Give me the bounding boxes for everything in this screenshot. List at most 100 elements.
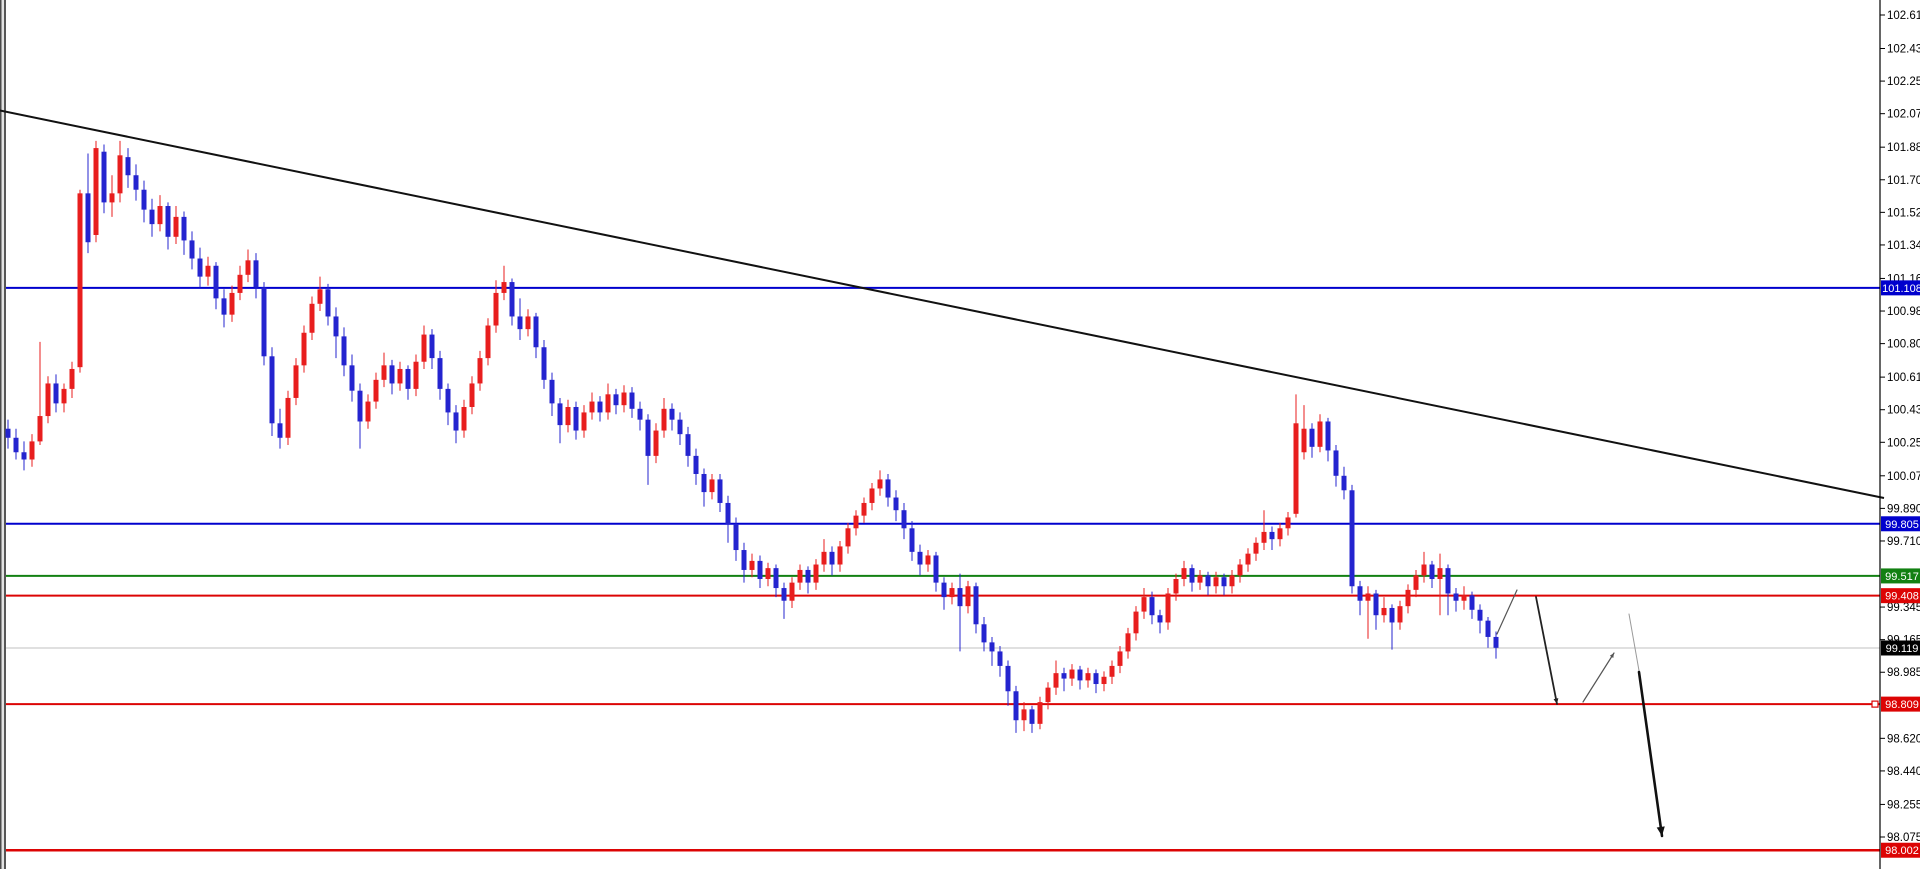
- candle: [1117, 645, 1123, 674]
- candle-body: [1269, 531, 1275, 540]
- candle: [925, 550, 931, 572]
- price-badge: [1881, 280, 1920, 296]
- candle-body: [741, 550, 747, 570]
- candle: [325, 283, 331, 326]
- axis-tick-label: 102.615: [1887, 10, 1920, 22]
- candle: [389, 359, 395, 395]
- price-badge-label: 99.119: [1886, 643, 1919, 655]
- candle: [1421, 551, 1427, 583]
- candle: [1293, 394, 1299, 518]
- candle-body: [221, 298, 227, 315]
- candle-body: [413, 361, 419, 389]
- candle: [869, 483, 875, 511]
- candle-body: [885, 479, 891, 498]
- drawn-arrow-line[interactable]: [1582, 652, 1615, 703]
- candle-body: [301, 332, 307, 366]
- candle-body: [1341, 475, 1347, 491]
- candle: [541, 340, 547, 389]
- candle-body: [877, 479, 883, 489]
- drawn-arrow-line[interactable]: [1628, 613, 1642, 683]
- candle: [253, 253, 259, 299]
- candle: [1165, 588, 1171, 630]
- candle: [1429, 560, 1435, 589]
- candle: [1069, 664, 1075, 686]
- candle: [1493, 631, 1499, 659]
- candle-body: [1093, 673, 1099, 685]
- candle: [853, 510, 859, 536]
- candle: [237, 265, 243, 301]
- candle: [37, 341, 43, 446]
- drawn-arrow-line[interactable]: [1637, 670, 1664, 838]
- candle: [125, 148, 131, 188]
- candle: [933, 551, 939, 592]
- drawn-arrow-line[interactable]: [1535, 596, 1558, 705]
- candle-body: [341, 336, 347, 366]
- candle-body: [285, 397, 291, 438]
- price-badge-label: 99.805: [1885, 519, 1919, 531]
- candle-body: [685, 434, 691, 456]
- candle: [765, 562, 771, 587]
- candle: [341, 327, 347, 377]
- candle-body: [917, 551, 923, 565]
- candle: [1197, 569, 1203, 590]
- candle-body: [781, 588, 787, 601]
- candle: [221, 289, 227, 328]
- candle-body: [1221, 577, 1227, 587]
- price-badge: [1881, 516, 1920, 532]
- candle-body: [181, 216, 187, 241]
- candle-body: [813, 564, 819, 583]
- candle: [69, 361, 75, 398]
- hline-selection-handle[interactable]: [1871, 700, 1879, 708]
- candle-body: [1197, 575, 1203, 583]
- candle-body: [1037, 702, 1043, 724]
- horizontal-price-lines[interactable]: [6, 286, 1880, 852]
- candle: [349, 354, 355, 402]
- candle-body: [397, 368, 403, 384]
- arrowhead-icon: [1656, 826, 1665, 836]
- candle-body: [1213, 577, 1219, 587]
- candle-body: [1077, 669, 1083, 681]
- candle: [1365, 586, 1371, 639]
- candle: [1045, 682, 1051, 710]
- candle-body: [1373, 593, 1379, 616]
- candle: [781, 582, 787, 619]
- candle-body: [733, 524, 739, 551]
- candle: [1269, 526, 1275, 551]
- candle-body: [1181, 568, 1187, 580]
- axis-tick-label: 100.980: [1887, 306, 1920, 318]
- descending-trendline-group[interactable]: [0, 109, 1885, 499]
- candle-body: [693, 455, 699, 474]
- candle: [21, 441, 27, 471]
- candle: [373, 372, 379, 409]
- candle-body: [581, 412, 587, 431]
- candle-body: [645, 419, 651, 456]
- drawn-arrows[interactable]: [1496, 589, 1665, 838]
- price-badge-label: 98.809: [1885, 699, 1919, 711]
- candle: [1021, 702, 1027, 732]
- window-border-stripe: [1, 0, 4, 869]
- candle-body: [269, 356, 275, 424]
- candle: [1013, 685, 1019, 733]
- candle: [653, 423, 659, 464]
- candle-body: [485, 325, 491, 359]
- candle-body: [541, 347, 547, 380]
- candle: [429, 329, 435, 369]
- candle-body: [1309, 428, 1315, 447]
- candle: [645, 414, 651, 485]
- candle: [61, 383, 67, 413]
- candle: [1037, 696, 1043, 730]
- candle-body: [13, 437, 19, 453]
- candle-body: [1445, 568, 1451, 594]
- descending-trendline[interactable]: [0, 109, 1885, 499]
- candle: [101, 144, 107, 214]
- drawn-arrow-line[interactable]: [1496, 589, 1518, 635]
- axis-tick-label: 101.525: [1887, 207, 1920, 219]
- candle-body: [189, 240, 195, 259]
- candle: [917, 544, 923, 576]
- candle: [797, 564, 803, 590]
- candle-body: [77, 193, 83, 368]
- candle-body: [469, 383, 475, 407]
- candle: [1405, 584, 1411, 614]
